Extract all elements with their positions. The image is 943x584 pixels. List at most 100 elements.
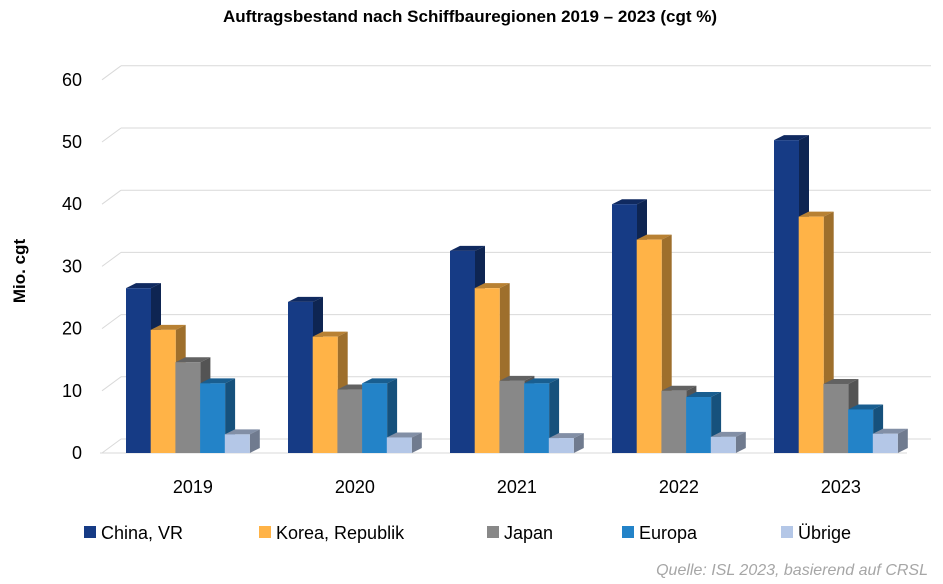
y-tick-label: 0: [72, 443, 82, 463]
legend-swatch: [781, 526, 793, 538]
bar-front: [474, 288, 500, 453]
bar-top: [126, 283, 161, 289]
x-tick-labels: 2019 2020 2021 2022 2023: [173, 477, 861, 497]
legend: China, VR Korea, Republik Japan Europa Übrig…: [84, 523, 851, 543]
bar-side: [249, 429, 260, 453]
bar-top: [386, 432, 422, 438]
bar-front: [848, 409, 874, 453]
x-tick-label: 2023: [821, 477, 861, 497]
bar: [362, 378, 398, 453]
bar-top: [774, 135, 809, 141]
bar-front: [524, 383, 550, 453]
bar-top: [524, 378, 560, 384]
source-note: Quelle: ISL 2023, basierend auf CRSL: [656, 562, 928, 579]
bar-front: [450, 250, 475, 453]
legend-item: Japan: [487, 523, 553, 543]
legend-label: Übrige: [798, 523, 851, 543]
bar-front: [548, 438, 574, 453]
y-tick-label: 50: [62, 132, 82, 152]
bar-side: [897, 428, 908, 453]
bar-top: [362, 378, 398, 384]
bar-top: [661, 385, 697, 391]
bar-front: [872, 433, 898, 453]
bar-side: [573, 433, 584, 453]
bar-top: [175, 357, 211, 363]
bar-top: [710, 431, 746, 437]
gridline-diagonal: [101, 127, 122, 143]
legend-swatch: [84, 526, 96, 538]
bar-side: [735, 431, 746, 453]
x-tick-label: 2020: [335, 477, 375, 497]
bar: [636, 234, 672, 453]
bar-top: [686, 392, 722, 398]
bar-front: [612, 204, 637, 453]
bar-front: [661, 390, 687, 453]
x-tick-label: 2022: [659, 477, 699, 497]
y-tick-label: 60: [62, 70, 82, 90]
chart-title: Auftragsbestand nach Schiffbauregionen 2…: [223, 7, 717, 26]
bar: [386, 432, 422, 453]
y-axis-label: Mio. cgt: [10, 239, 29, 304]
bar-front: [150, 329, 176, 453]
legend-swatch: [259, 526, 271, 538]
bar-top: [636, 234, 672, 240]
gridline-diagonal: [101, 438, 122, 454]
legend-item: Europa: [622, 523, 698, 543]
y-tick-label: 40: [62, 194, 82, 214]
bars: [126, 135, 908, 453]
gridline-diagonal: [101, 251, 122, 267]
bar-top: [200, 378, 236, 384]
bar: [872, 428, 908, 453]
bar-top: [150, 324, 186, 330]
x-tick-label: 2021: [497, 477, 537, 497]
bar-front: [200, 383, 226, 453]
bar-front: [312, 336, 338, 453]
legend-swatch: [622, 526, 634, 538]
bar-top: [612, 199, 647, 205]
bar-front: [337, 389, 363, 453]
bar-top: [224, 429, 260, 435]
bar-front: [686, 397, 712, 453]
bar-front: [798, 216, 824, 453]
gridline-diagonal: [101, 189, 122, 205]
gridline-diagonal: [101, 376, 122, 392]
bar-front: [224, 434, 250, 453]
y-tick-label: 20: [62, 319, 82, 339]
bar-top: [288, 296, 323, 302]
gridline-diagonal: [101, 65, 122, 81]
bar: [224, 429, 260, 453]
bar-top: [450, 245, 485, 251]
bar-top: [872, 428, 908, 434]
bar: [312, 331, 348, 453]
bar-front: [499, 380, 525, 453]
bar-top: [474, 283, 510, 289]
y-tick-labels: 0 10 20 30 40 50 60: [62, 70, 82, 463]
legend-item: China, VR: [84, 523, 183, 543]
bar-front: [288, 301, 313, 453]
gridline-diagonal: [101, 314, 122, 330]
bar-top: [499, 375, 535, 381]
legend-item: Korea, Republik: [259, 523, 405, 543]
bar-side: [411, 432, 422, 453]
bar-top: [312, 331, 348, 337]
bar-front: [710, 436, 736, 453]
legend-swatch: [487, 526, 499, 538]
bar-front: [636, 239, 662, 453]
bar-front: [774, 140, 799, 453]
bar-front: [823, 383, 849, 453]
bar-front: [362, 383, 388, 453]
x-tick-label: 2019: [173, 477, 213, 497]
y-tick-label: 30: [62, 256, 82, 276]
y-tick-label: 10: [62, 381, 82, 401]
bar: [548, 433, 584, 453]
bar-front: [386, 437, 412, 453]
bar-top: [798, 211, 834, 217]
bar-top: [823, 378, 859, 384]
bar-top: [848, 404, 884, 410]
legend-label: China, VR: [101, 523, 183, 543]
bar-front: [175, 362, 201, 453]
bar-top: [548, 433, 584, 439]
legend-item: Übrige: [781, 523, 851, 543]
bar-front: [126, 288, 151, 453]
